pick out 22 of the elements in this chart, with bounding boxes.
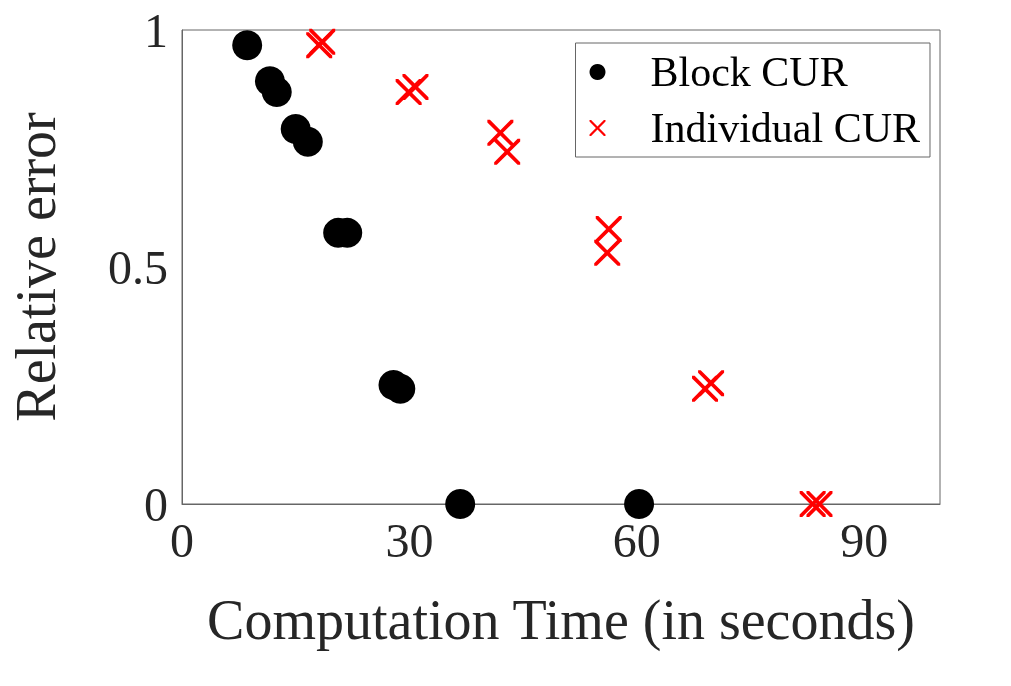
x-tick-label: 90	[840, 513, 889, 567]
point	[595, 216, 622, 243]
y-tick-label: 0	[144, 477, 168, 531]
point	[445, 489, 476, 519]
x-tick-label: 30	[385, 513, 434, 567]
legend-label: Individual CUR	[650, 105, 921, 151]
y-axis-title: Relative error	[5, 111, 67, 422]
point	[698, 370, 725, 397]
legend-label: Block CUR	[650, 49, 848, 95]
x-tick-label: 60	[612, 513, 661, 567]
point	[292, 126, 323, 157]
point	[402, 73, 429, 100]
point	[594, 239, 621, 266]
point	[624, 489, 655, 519]
point	[261, 77, 292, 108]
point	[806, 491, 833, 517]
y-tick-label: 1	[144, 3, 168, 57]
point	[494, 138, 521, 165]
y-tick-label: 0.5	[108, 240, 168, 294]
x-axis-title: Computation Time (in seconds)	[207, 589, 915, 652]
point	[232, 30, 263, 61]
point	[487, 119, 514, 146]
